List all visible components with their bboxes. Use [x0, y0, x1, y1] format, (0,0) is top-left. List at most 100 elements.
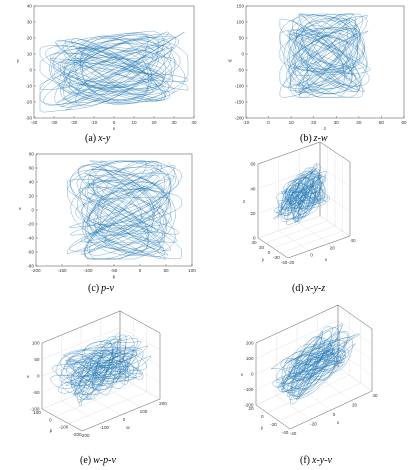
- x-tick-label: 20: [151, 120, 157, 125]
- grid-line: [257, 215, 321, 239]
- trajectory-line: [39, 30, 189, 113]
- grid-line: [319, 166, 351, 187]
- trajectory-line: [279, 13, 371, 98]
- phase-plot-z-w: -10 0 10 20 30 40 50 60-200-150-100-50050100150…: [228, 4, 407, 132]
- x-tick-label: 40: [191, 120, 197, 125]
- grid-line: [280, 230, 343, 254]
- z-tick-label: 100: [246, 356, 254, 361]
- trajectory-line: [67, 160, 182, 260]
- x-tick-label: 0: [113, 120, 116, 125]
- z-tick-label: -50: [33, 390, 40, 395]
- y-tick-label: 20: [248, 406, 254, 411]
- x-tick-label: 30: [171, 120, 177, 125]
- grid-line: [100, 384, 141, 408]
- x-tick-label: -200: [31, 268, 41, 273]
- caption-f-label: (f): [300, 455, 310, 466]
- y-tick-label: -100: [59, 425, 69, 430]
- axis-line: [81, 398, 161, 432]
- panel-f-xyv: -40 -20 0 20 40 -40 -20 0 20 -200 -100 0 100 200 x y v: [230, 304, 415, 450]
- y-tick-label: -20: [273, 255, 280, 260]
- z-tick-label: -200: [244, 403, 254, 408]
- x-tick-label: -200: [80, 433, 90, 438]
- grid-line: [337, 335, 373, 361]
- z-axis-label: z: [243, 200, 246, 205]
- y-tick-label: 100: [236, 20, 244, 25]
- grid-line: [119, 327, 161, 350]
- y-tick-label: -10: [25, 84, 32, 89]
- panel-a-xy: -40 -30 -20 -10 0 10 20 30 40 -30 -20 -10 0 10 20 30 40 x…: [17, 2, 200, 132]
- grid-line: [267, 374, 350, 414]
- z-tick-label: 40: [250, 186, 256, 191]
- y-axis-label: w: [228, 59, 232, 64]
- grid-line: [257, 166, 321, 189]
- caption-f: (f) x-y-v: [300, 455, 332, 466]
- axis-line: [119, 310, 161, 334]
- grid-line: [80, 392, 122, 416]
- panel-d-xyz: -20 0 20 40 -40 -20 0 20 40 0 20 40 60 x y z: [230, 141, 405, 280]
- y-axis-label: v: [19, 207, 22, 212]
- axis-line: [257, 141, 321, 165]
- caption-c-label: (c): [88, 283, 100, 294]
- caption-d: (d) x-y-z: [292, 283, 325, 294]
- y-tick-label: 0: [268, 250, 271, 255]
- axis-line: [255, 304, 339, 344]
- y-tick-label: 0: [31, 208, 34, 213]
- y-tick-label: 30: [27, 20, 33, 25]
- y-axis-label: y: [261, 426, 264, 431]
- x-tick-label: 100: [140, 409, 148, 414]
- y-tick-label: 40: [251, 240, 257, 245]
- z-tick-label: 50: [34, 357, 40, 362]
- x-tick-label: -20: [288, 260, 295, 265]
- grid-line: [272, 225, 336, 249]
- grid-line: [337, 351, 373, 376]
- x-axis-label: x: [337, 421, 340, 426]
- caption-b-label: (b): [300, 133, 312, 144]
- y-tick-label: 0: [241, 52, 244, 57]
- y-tick-label: -40: [282, 430, 289, 435]
- x-tick-label: 20: [311, 120, 317, 125]
- axis-line: [289, 390, 373, 430]
- x-tick-label: -30: [51, 120, 58, 125]
- y-tick-label: -200: [72, 432, 82, 437]
- y-tick-label: 80: [29, 152, 35, 157]
- y-axis-label: p: [50, 429, 53, 434]
- grid-line: [337, 320, 373, 345]
- caption-b: (b) z-w: [300, 133, 328, 144]
- grid-line: [55, 384, 134, 417]
- y-tick-label: -200: [235, 116, 245, 121]
- y-tick-label: 100: [33, 410, 41, 415]
- x-tick-label: 100: [188, 268, 196, 273]
- axis-line: [255, 404, 291, 430]
- z-tick-label: 0: [253, 236, 256, 241]
- x-axis-label: z: [324, 127, 327, 132]
- y-tick-label: 40: [29, 180, 35, 185]
- axis-line: [337, 304, 373, 330]
- z-axis-label: v: [241, 373, 244, 378]
- y-tick-label: 0: [29, 68, 32, 73]
- caption-d-vars: x-y-z: [305, 283, 326, 294]
- y-tick-label: -20: [270, 422, 277, 427]
- grid-line: [119, 376, 161, 400]
- x-tick-label: 40: [356, 120, 362, 125]
- trajectory-line: [273, 162, 330, 226]
- x-axis-label: w: [126, 426, 130, 431]
- x-tick-label: 10: [289, 120, 295, 125]
- axis-line: [257, 237, 289, 259]
- y-tick-label: -60: [27, 250, 34, 255]
- y-tick-label: 60: [29, 166, 35, 171]
- y-tick-label: 150: [236, 4, 244, 9]
- y-tick-label: 0: [261, 414, 264, 419]
- x-tick-label: -10: [243, 120, 250, 125]
- x-tick-label: -100: [83, 268, 93, 273]
- y-tick-label: 0: [49, 417, 52, 422]
- caption-e: (e) w-p-v: [80, 455, 116, 466]
- phase-plot-x-y: -40 -30 -20 -10 0 10 20 30 40-30-20-10010203040x…: [17, 4, 197, 132]
- z-tick-label: -100: [30, 407, 40, 412]
- x-axis-label: x: [325, 258, 328, 263]
- y-tick-label: 40: [27, 4, 33, 9]
- y-tick-label: 10: [27, 52, 33, 57]
- x-tick-label: -100: [100, 425, 110, 430]
- caption-e-label: (e): [80, 455, 92, 466]
